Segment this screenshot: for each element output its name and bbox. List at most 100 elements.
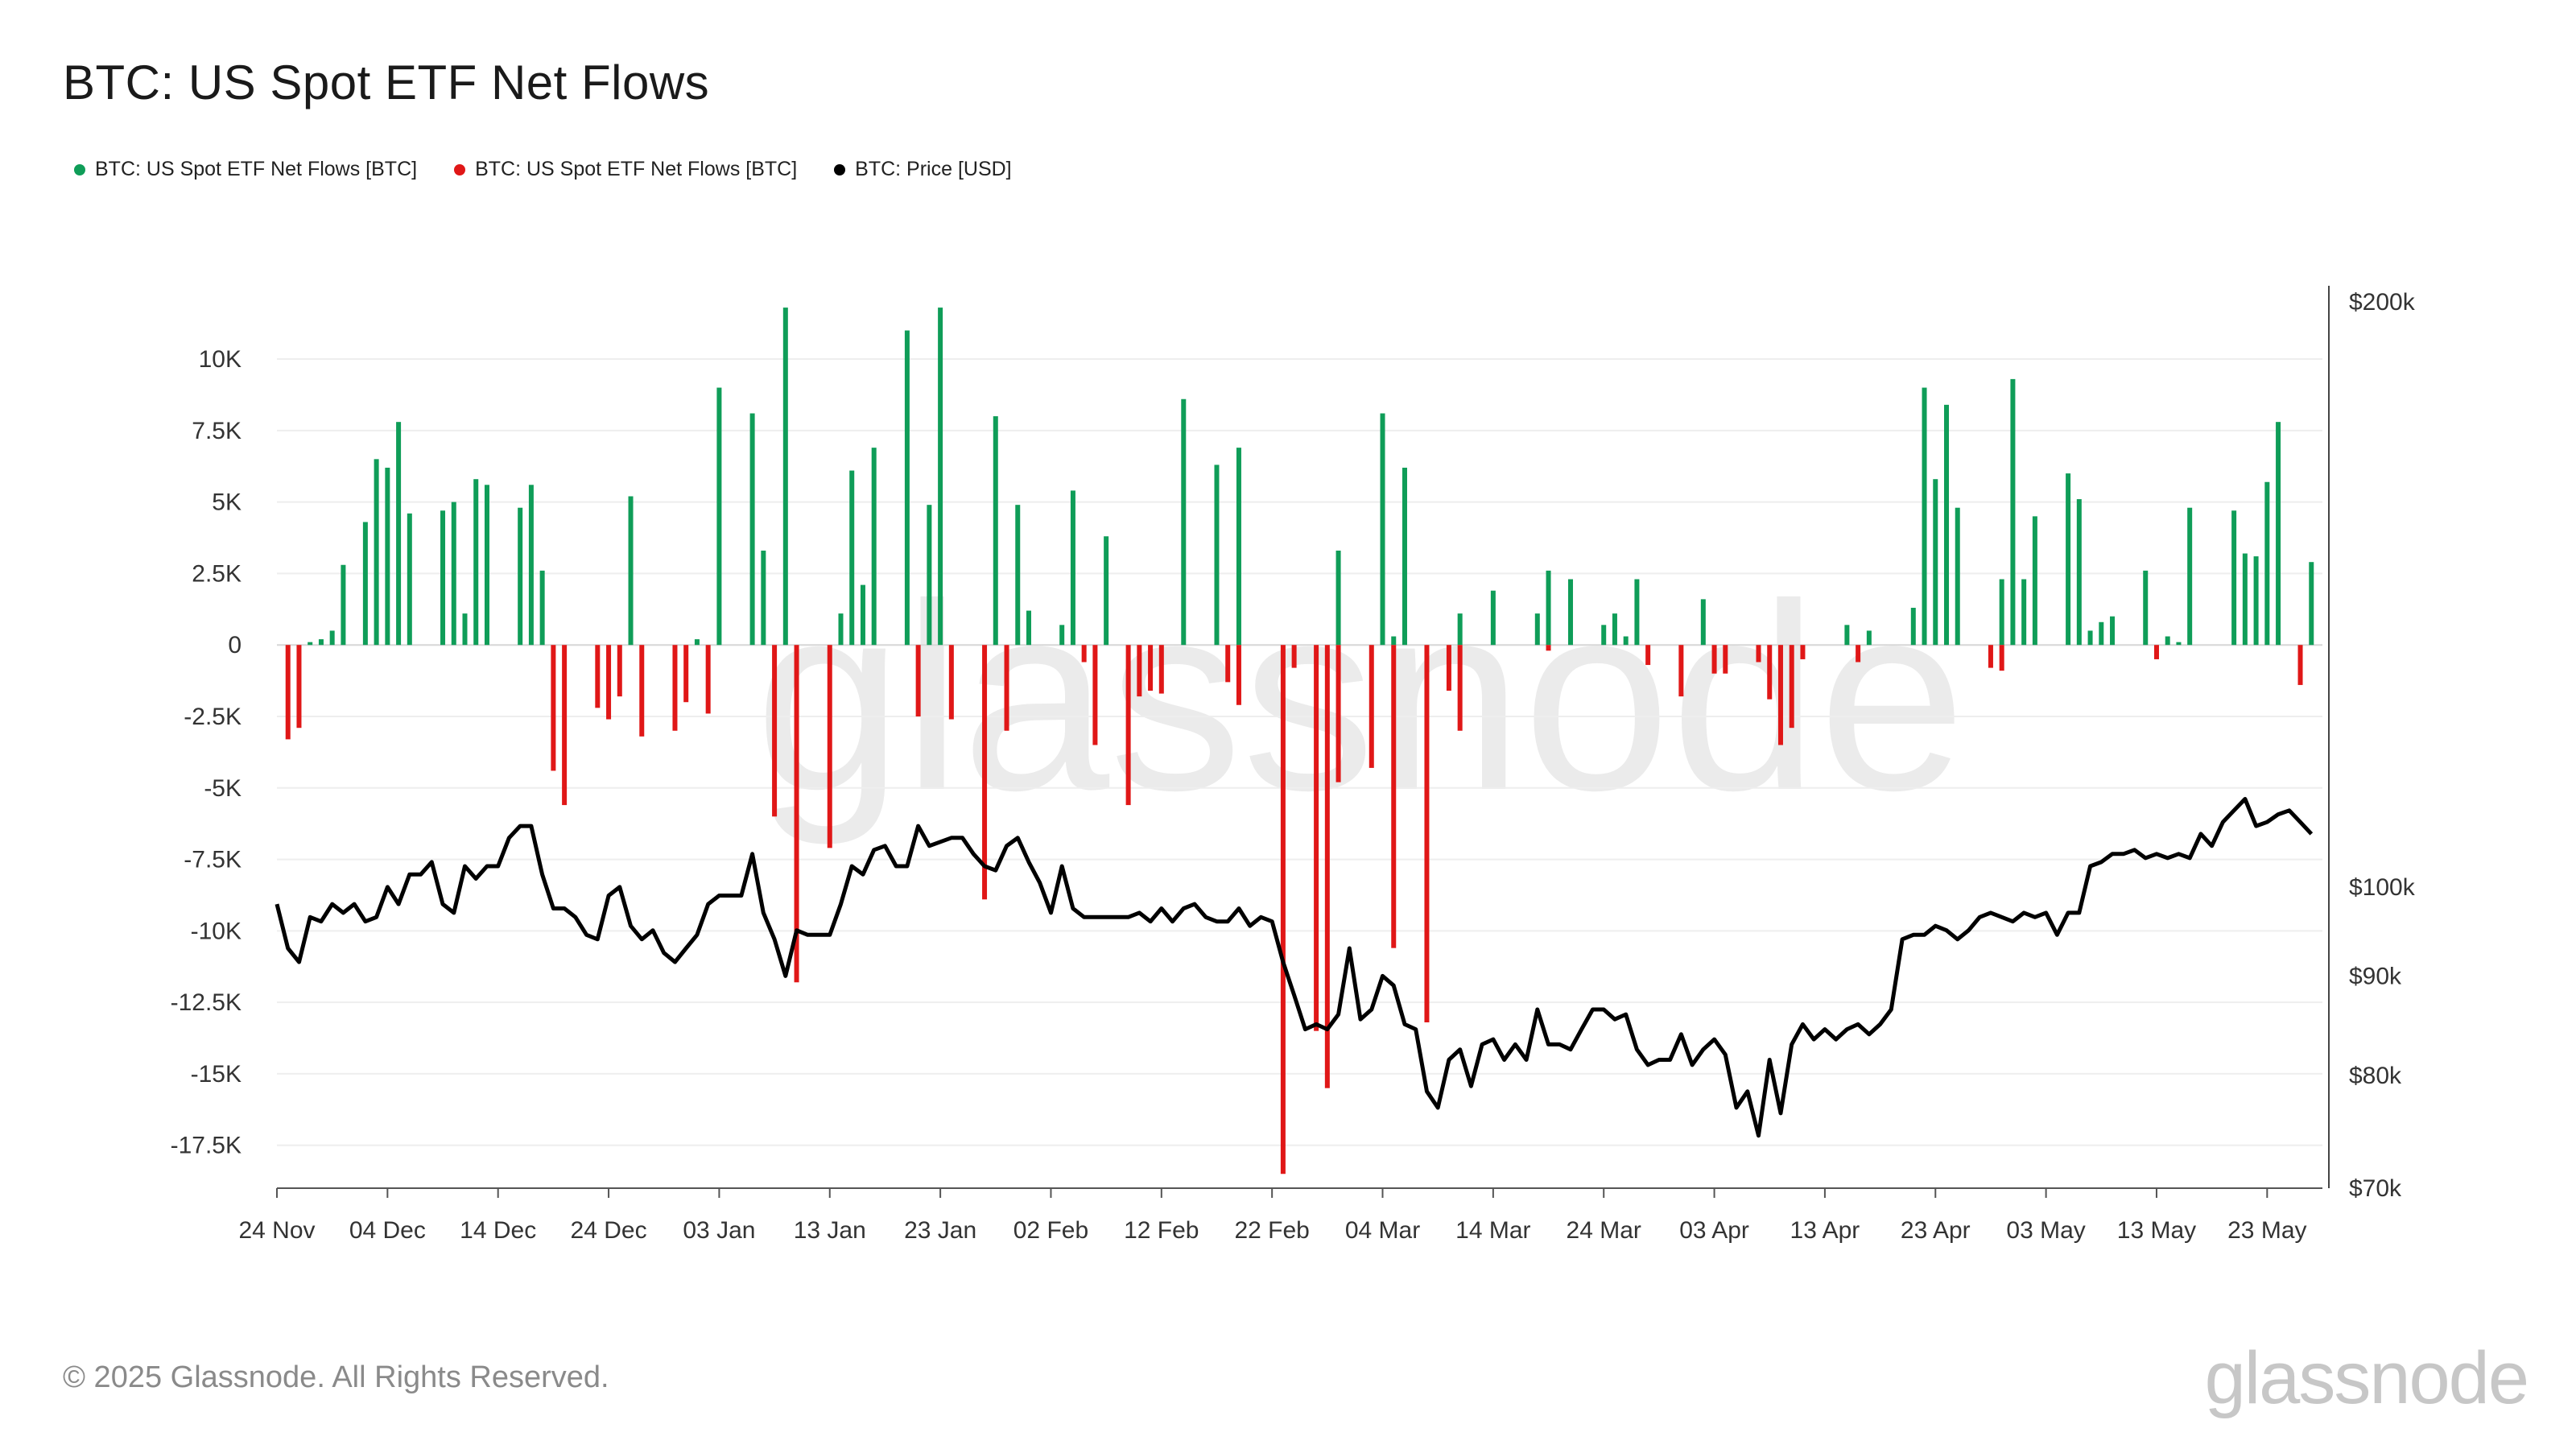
outflow-bar[interactable] [1314,645,1319,1031]
inflow-bar[interactable] [904,330,910,646]
outflow-bar[interactable] [1004,645,1009,731]
outflow-bar[interactable] [1678,645,1684,697]
inflow-bar[interactable] [2276,422,2281,646]
inflow-bar[interactable] [1944,404,1950,646]
outflow-bar[interactable] [827,645,832,848]
inflow-bar[interactable] [1844,625,1850,646]
inflow-bar[interactable] [1634,579,1640,646]
inflow-bar[interactable] [462,613,468,646]
inflow-bar[interactable] [1955,507,1960,646]
outflow-bar[interactable] [1158,645,1164,694]
inflow-bar[interactable] [1601,625,1607,646]
outflow-bar[interactable] [595,645,601,708]
outflow-bar[interactable] [1081,645,1087,663]
inflow-bar[interactable] [385,467,390,646]
inflow-bar[interactable] [2187,507,2193,646]
inflow-bar[interactable] [2242,553,2248,646]
inflow-bar[interactable] [871,448,877,646]
inflow-bar[interactable] [1026,610,1031,646]
outflow-bar[interactable] [1137,645,1142,697]
inflow-bar[interactable] [2032,516,2037,646]
inflow-bar[interactable] [539,570,545,646]
inflow-bar[interactable] [1214,464,1220,646]
outflow-bar[interactable] [1368,645,1374,768]
inflow-bar[interactable] [2010,378,2016,646]
inflow-bar[interactable] [1612,613,1617,646]
inflow-bar[interactable] [1059,625,1065,646]
outflow-bar[interactable] [683,645,689,703]
outflow-bar[interactable] [948,645,954,720]
inflow-bar[interactable] [2264,481,2270,646]
inflow-bar[interactable] [927,505,932,646]
outflow-bar[interactable] [2153,645,2159,659]
inflow-bar[interactable] [993,416,998,646]
outflow-bar[interactable] [982,645,988,900]
outflow-bar[interactable] [296,645,302,729]
inflow-bar[interactable] [362,522,368,646]
inflow-bar[interactable] [318,639,324,646]
outflow-bar[interactable] [772,645,778,817]
inflow-bar[interactable] [2066,473,2071,646]
inflow-bar[interactable] [1910,608,1916,646]
outflow-bar[interactable] [1711,645,1717,674]
inflow-bar[interactable] [1546,570,1551,646]
inflow-bar[interactable] [1490,590,1496,646]
outflow-bar[interactable] [1092,645,1098,745]
outflow-bar[interactable] [915,645,921,716]
inflow-bar[interactable] [1623,636,1629,646]
outflow-bar[interactable] [1125,645,1131,806]
outflow-bar[interactable] [1645,645,1651,666]
outflow-bar[interactable] [551,645,556,771]
inflow-bar[interactable] [1380,413,1385,646]
inflow-bar[interactable] [1700,599,1706,646]
legend-item-outflows[interactable]: BTC: US Spot ETF Net Flows [BTC] [454,158,797,181]
outflow-bar[interactable] [705,645,711,714]
outflow-bar[interactable] [1225,645,1231,683]
inflow-bar[interactable] [329,630,335,646]
outflow-bar[interactable] [606,645,612,720]
inflow-bar[interactable] [374,459,379,646]
inflow-bar[interactable] [1391,636,1397,646]
inflow-bar[interactable] [1181,398,1187,646]
inflow-bar[interactable] [2176,642,2182,646]
inflow-bar[interactable] [1236,448,1241,646]
inflow-bar[interactable] [1922,387,1927,646]
outflow-bar[interactable] [1335,645,1341,782]
inflow-bar[interactable] [451,502,456,646]
inflow-bar[interactable] [849,470,855,646]
outflow-bar[interactable] [639,645,645,737]
outflow-bar[interactable] [617,645,622,697]
outflow-bar[interactable] [1999,645,2004,671]
inflow-bar[interactable] [1402,467,1407,646]
inflow-bar[interactable] [860,584,865,646]
outflow-bar[interactable] [1988,645,1993,668]
inflow-bar[interactable] [1866,630,1872,646]
outflow-bar[interactable] [1291,645,1297,668]
outflow-bar[interactable] [1446,645,1451,691]
inflow-bar[interactable] [1568,579,1574,646]
inflow-bar[interactable] [1070,490,1075,646]
inflow-bar[interactable] [2231,510,2237,646]
inflow-bar[interactable] [407,513,412,646]
outflow-bar[interactable] [1856,645,1861,663]
outflow-bar[interactable] [1789,645,1794,729]
inflow-bar[interactable] [2309,562,2314,646]
inflow-bar[interactable] [1335,550,1341,646]
inflow-bar[interactable] [1933,479,1938,646]
outflow-bar[interactable] [285,645,291,740]
inflow-bar[interactable] [716,387,722,646]
outflow-bar[interactable] [1391,645,1397,948]
inflow-bar[interactable] [341,564,346,646]
inflow-bar[interactable] [761,550,766,646]
outflow-bar[interactable] [1800,645,1806,659]
outflow-bar[interactable] [1424,645,1430,1023]
outflow-bar[interactable] [1756,645,1761,663]
inflow-bar[interactable] [1999,579,2004,646]
outflow-bar[interactable] [562,645,568,806]
inflow-bar[interactable] [440,510,446,646]
outflow-bar[interactable] [1148,645,1154,691]
outflow-bar[interactable] [1767,645,1773,700]
inflow-bar[interactable] [2253,556,2259,646]
inflow-bar[interactable] [2021,579,2027,646]
inflow-bar[interactable] [2076,499,2082,646]
